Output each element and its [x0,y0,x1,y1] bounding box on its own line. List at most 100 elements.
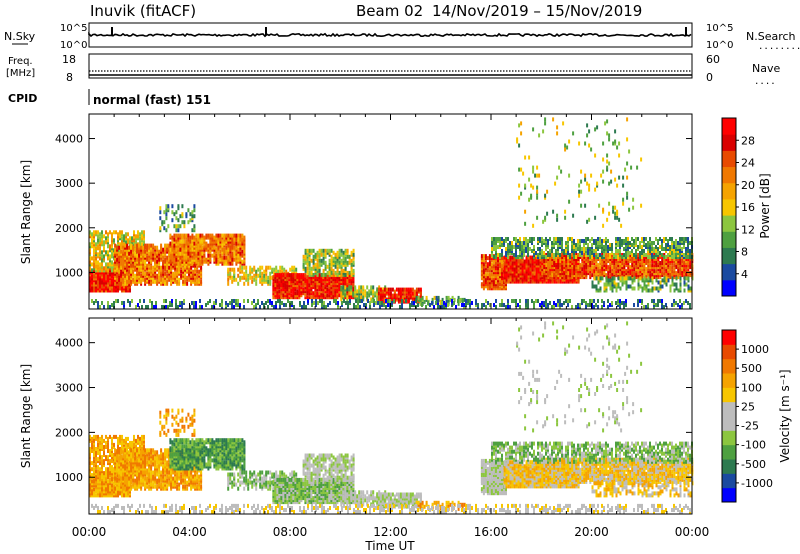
power-cell [183,224,186,229]
power-cell [631,243,633,247]
power-cell [569,273,572,278]
power-cell [177,218,180,223]
power-cell [200,265,203,270]
power-cell [569,237,571,241]
power-cell [124,251,127,256]
power-cell [292,273,295,278]
power-cell [480,282,483,287]
power-cell [144,271,147,276]
power-cell [261,275,264,280]
power-cell [176,279,179,284]
power-cell [497,284,499,289]
power-cell [655,286,658,291]
power-cell [531,255,534,260]
power-cell [621,263,624,268]
power-cell [280,279,283,284]
power-cell [173,245,176,250]
nave-dots-key: .... [754,77,776,87]
power-cell [105,262,107,267]
power-cell [324,248,327,253]
power-cell [535,255,538,260]
power-cell [490,262,493,267]
power-cell [288,287,291,292]
power-cell [657,247,659,251]
power-cell [93,230,95,235]
power-cell [282,293,285,298]
power-cell [423,299,426,304]
power-cell [183,239,186,244]
power-cell [185,245,188,250]
power-cell [613,263,616,268]
power-cell [332,268,335,273]
power-cell [348,273,351,278]
power-cell [304,268,307,273]
power-cell [113,280,115,285]
power-cell [308,270,311,275]
power-cell [97,234,99,239]
power-cell [219,253,222,258]
power-cell [316,287,319,292]
power-cell [647,241,649,245]
power-cell [334,287,337,292]
power-cell [659,251,661,255]
power-cell [611,276,614,281]
power-cell [593,253,595,257]
power-cell [503,261,506,266]
power-cell [302,287,305,292]
power-cell [158,265,161,270]
power-cell [505,273,508,278]
power-cell [569,253,571,257]
power-cell [541,249,543,253]
power-cell [348,285,351,290]
power-cell [166,273,169,278]
power-cell [653,247,655,251]
power-cell [197,253,200,258]
power-cell [687,255,689,259]
power-cell [507,237,509,241]
power-cell [344,293,347,298]
power-cell [583,239,585,243]
power-cell [633,263,636,268]
power-cell [615,255,617,259]
power-cell [99,232,101,237]
power-cell [105,236,107,241]
power-cell [293,265,296,270]
power-cell [625,263,628,268]
power-cell [575,277,578,282]
power-cell [547,251,549,255]
power-cell [389,287,392,292]
power-cell [316,291,319,296]
power-cell [603,263,606,268]
power-cell [276,273,279,278]
power-cell [397,287,400,292]
power-cell [99,266,101,271]
power-cell [577,277,580,282]
power-cell [482,284,485,289]
power-cell [635,241,637,245]
power-cell [322,272,325,277]
power-cell [661,263,664,268]
power-cell [515,237,517,241]
power-cell [673,288,676,293]
power-cell [336,272,339,277]
power-cell [118,281,121,286]
power-cell [196,279,199,284]
power-cell [209,233,212,238]
power-cell [134,251,137,256]
power-cell [409,293,412,298]
power-cell [120,245,123,250]
power-cell [177,228,180,233]
power-cell [237,273,240,278]
power-cell [310,287,313,292]
power-cell [344,285,347,290]
power-cell [290,287,293,292]
power-cell [322,293,325,298]
power-cell [629,241,631,245]
power-cell [543,259,546,263]
power-cell [344,277,347,282]
power-cell [486,268,489,273]
power-cell [659,280,662,285]
power-cell [162,277,165,282]
power-cell [324,266,327,271]
power-cell [314,268,317,273]
